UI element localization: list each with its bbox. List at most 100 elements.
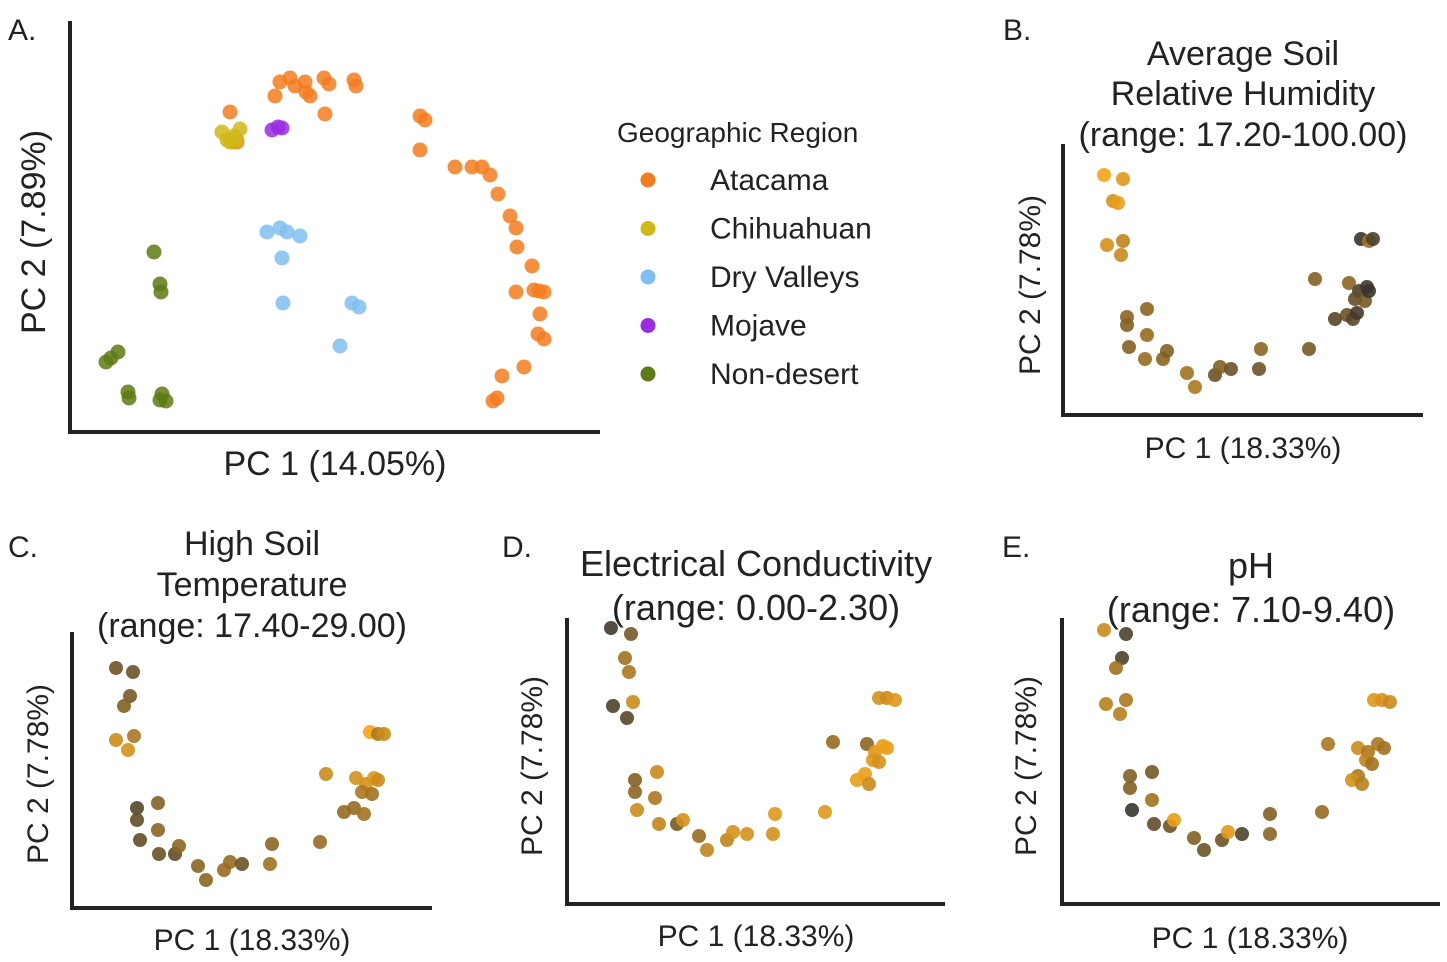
data-point — [502, 208, 518, 224]
data-point — [1362, 284, 1376, 298]
data-point — [1221, 825, 1235, 839]
data-point — [1097, 623, 1111, 637]
panel-d-points — [604, 621, 902, 857]
data-point — [1342, 276, 1356, 290]
panel-c-points — [109, 661, 391, 887]
legend-entry: Dry Valleys — [710, 261, 859, 294]
data-point — [1140, 302, 1154, 316]
panel-d-title-line: Electrical Conductivity — [580, 543, 932, 584]
data-point — [1111, 196, 1125, 210]
legend-marker — [640, 221, 656, 236]
data-point — [1377, 741, 1391, 755]
panel-b-points — [1097, 168, 1380, 394]
data-point — [130, 801, 144, 815]
data-point — [1263, 807, 1277, 821]
data-point — [1122, 340, 1136, 354]
data-point — [509, 239, 525, 255]
data-point — [1140, 328, 1154, 342]
panel-b-title-line: Relative Humidity — [1111, 75, 1376, 113]
data-point — [888, 693, 902, 707]
data-point — [604, 621, 618, 635]
data-point — [508, 284, 524, 300]
data-point — [1100, 238, 1114, 252]
data-point — [826, 735, 840, 749]
data-point — [1302, 342, 1316, 356]
data-point — [648, 791, 662, 805]
panel-e-title-line: pH — [1228, 545, 1274, 586]
data-point — [199, 873, 213, 887]
data-point — [740, 827, 754, 841]
data-point — [274, 120, 290, 136]
panel-e-xlabel: PC 1 (18.33%) — [1152, 922, 1349, 955]
data-point — [1123, 769, 1137, 783]
data-point — [676, 813, 690, 827]
data-point — [1097, 168, 1111, 182]
data-point — [692, 829, 706, 843]
data-point — [620, 711, 634, 725]
data-point — [235, 857, 249, 871]
data-point — [1147, 817, 1161, 831]
data-point — [332, 338, 348, 354]
panel-c-title-line: Temperature — [157, 566, 348, 604]
data-point — [412, 142, 428, 158]
data-point — [223, 855, 237, 869]
data-point — [110, 344, 126, 360]
data-point — [302, 88, 318, 104]
data-point — [371, 773, 385, 787]
data-point — [524, 258, 540, 274]
data-point — [1213, 360, 1227, 374]
data-point — [274, 250, 290, 266]
data-point — [226, 128, 242, 144]
data-point — [130, 813, 144, 827]
data-point — [1113, 707, 1127, 721]
data-point — [279, 224, 295, 240]
data-point — [872, 755, 886, 769]
data-point — [622, 665, 636, 679]
legend-marker — [640, 269, 656, 285]
data-point — [536, 284, 552, 300]
data-point — [1180, 366, 1194, 380]
data-point — [357, 807, 371, 821]
data-point — [317, 106, 333, 122]
panel-a-series-non-desert — [98, 244, 174, 409]
data-point — [1116, 234, 1130, 248]
panel-c-letter: C. — [8, 531, 38, 564]
panel-a-series-mojave — [264, 119, 290, 138]
data-point — [351, 299, 367, 315]
data-point — [348, 78, 364, 94]
data-point — [494, 368, 510, 384]
panel-d-xlabel: PC 1 (18.33%) — [658, 920, 855, 953]
data-point — [275, 295, 291, 311]
data-point — [152, 392, 168, 408]
panel-b-ylabel: PC 2 (7.78%) — [1014, 195, 1047, 375]
data-point — [508, 220, 524, 236]
data-point — [1160, 344, 1174, 358]
data-point — [121, 390, 137, 406]
data-point — [1366, 232, 1380, 246]
data-point — [862, 777, 876, 791]
panel-e-title-line: (range: 7.10-9.40) — [1107, 589, 1395, 630]
data-point — [1145, 793, 1159, 807]
panel-a-series-chihuahuan — [214, 121, 248, 150]
data-point — [263, 857, 277, 871]
data-point — [1167, 813, 1181, 827]
data-point — [536, 331, 552, 347]
data-point — [1252, 362, 1266, 376]
legend-entry: Chihuahuan — [710, 213, 872, 246]
data-point — [109, 733, 123, 747]
data-point — [650, 765, 664, 779]
panel-a-xlabel: PC 1 (14.05%) — [224, 445, 447, 483]
data-point — [1350, 306, 1364, 320]
data-point — [624, 627, 638, 641]
data-point — [259, 224, 275, 240]
panel-a-series-atacama — [222, 70, 552, 409]
data-point — [1365, 757, 1379, 771]
data-point — [1263, 827, 1277, 841]
data-point — [1099, 697, 1113, 711]
data-point — [850, 773, 864, 787]
data-point — [153, 284, 169, 300]
data-point — [121, 743, 135, 757]
data-point — [151, 823, 165, 837]
data-point — [818, 805, 832, 819]
